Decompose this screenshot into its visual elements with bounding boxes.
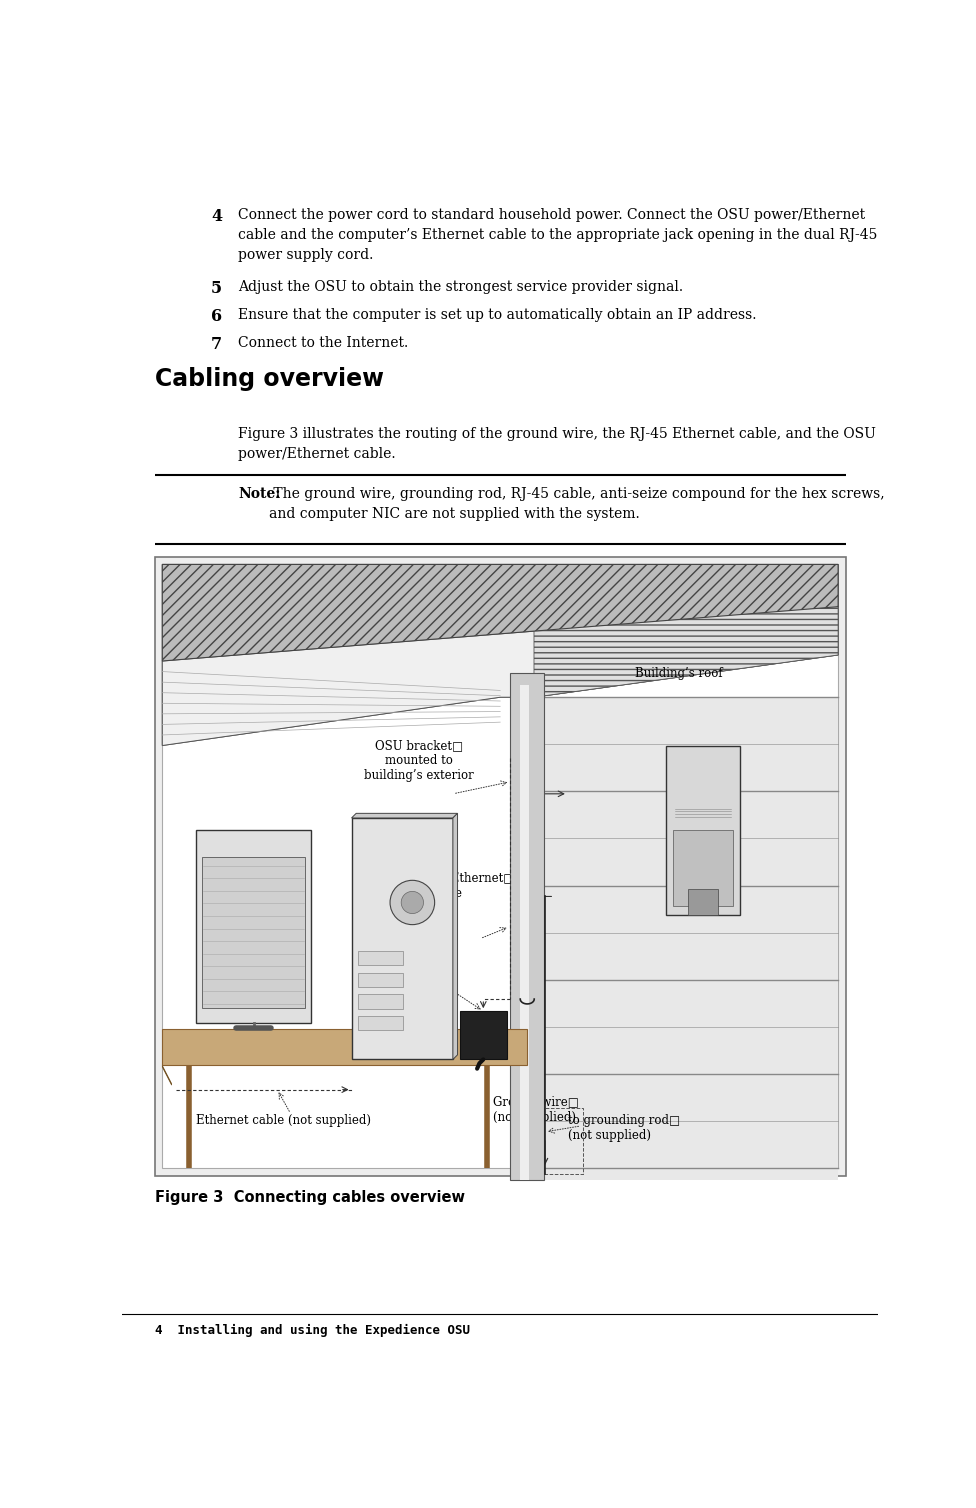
Text: 6: 6: [211, 308, 223, 326]
Bar: [545, 1108, 583, 1175]
Text: 4  Installing and using the Expedience OSU: 4 Installing and using the Expedience OS…: [154, 1324, 469, 1336]
Bar: [510, 673, 545, 1181]
Text: 5: 5: [211, 279, 223, 297]
Text: Connect the power cord to standard household power. Connect the OSU power/Ethern: Connect the power cord to standard house…: [238, 208, 877, 262]
Text: Power supply: Power supply: [358, 938, 438, 952]
Polygon shape: [162, 564, 838, 745]
Bar: [673, 829, 733, 906]
Text: Building’s roof: Building’s roof: [635, 667, 723, 680]
Bar: [666, 745, 740, 914]
Bar: [154, 556, 846, 1176]
Bar: [162, 1030, 527, 1066]
Bar: [688, 890, 717, 914]
Polygon shape: [534, 606, 838, 697]
Text: 4: 4: [211, 208, 223, 225]
Text: Cabling overview: Cabling overview: [154, 368, 384, 391]
Bar: [545, 697, 838, 1181]
Text: Subscriber’s □
computer: Subscriber’s □ computer: [203, 878, 293, 906]
Bar: [357, 1016, 403, 1030]
Polygon shape: [162, 606, 838, 745]
Bar: [351, 817, 453, 1060]
Text: Ground wire□
(not supplied): Ground wire□ (not supplied): [494, 1096, 580, 1123]
Text: Adjust the OSU to obtain the strongest service provider signal.: Adjust the OSU to obtain the strongest s…: [238, 279, 683, 294]
Polygon shape: [162, 1066, 172, 1086]
Circle shape: [390, 881, 434, 924]
Text: Ethernet cable (not supplied): Ethernet cable (not supplied): [196, 1114, 371, 1126]
Bar: [196, 829, 311, 1024]
Text: Building’s wall: Building’s wall: [522, 897, 532, 980]
Bar: [202, 857, 305, 1007]
Text: Connect to the Internet.: Connect to the Internet.: [238, 336, 409, 350]
Circle shape: [401, 891, 424, 914]
Text: Note:: Note:: [238, 487, 281, 501]
Bar: [357, 950, 403, 965]
Text: Figure 3 illustrates the routing of the ground wire, the RJ-45 Ethernet cable, a: Figure 3 illustrates the routing of the …: [238, 427, 876, 461]
Bar: [357, 994, 403, 1009]
Text: Connecting cables overview: Connecting cables overview: [203, 1190, 465, 1205]
Polygon shape: [351, 813, 458, 817]
Text: to grounding rod□
(not supplied): to grounding rod□ (not supplied): [568, 1114, 680, 1142]
Bar: [520, 685, 529, 1181]
Text: OSU power/Ethernet□
cable: OSU power/Ethernet□ cable: [378, 872, 514, 900]
Text: The ground wire, grounding rod, RJ-45 cable, anti-seize compound for the hex scr: The ground wire, grounding rod, RJ-45 ca…: [269, 487, 885, 520]
Bar: [460, 1012, 507, 1060]
Text: Figure 3: Figure 3: [154, 1190, 223, 1205]
Polygon shape: [162, 564, 838, 661]
Text: OSU bracket□
mounted to
building’s exterior: OSU bracket□ mounted to building’s exter…: [364, 739, 474, 783]
Text: 7: 7: [211, 336, 223, 353]
Polygon shape: [453, 813, 458, 1060]
Text: Ensure that the computer is set up to automatically obtain an IP address.: Ensure that the computer is set up to au…: [238, 308, 756, 323]
Bar: [357, 973, 403, 988]
Bar: [162, 564, 838, 1169]
